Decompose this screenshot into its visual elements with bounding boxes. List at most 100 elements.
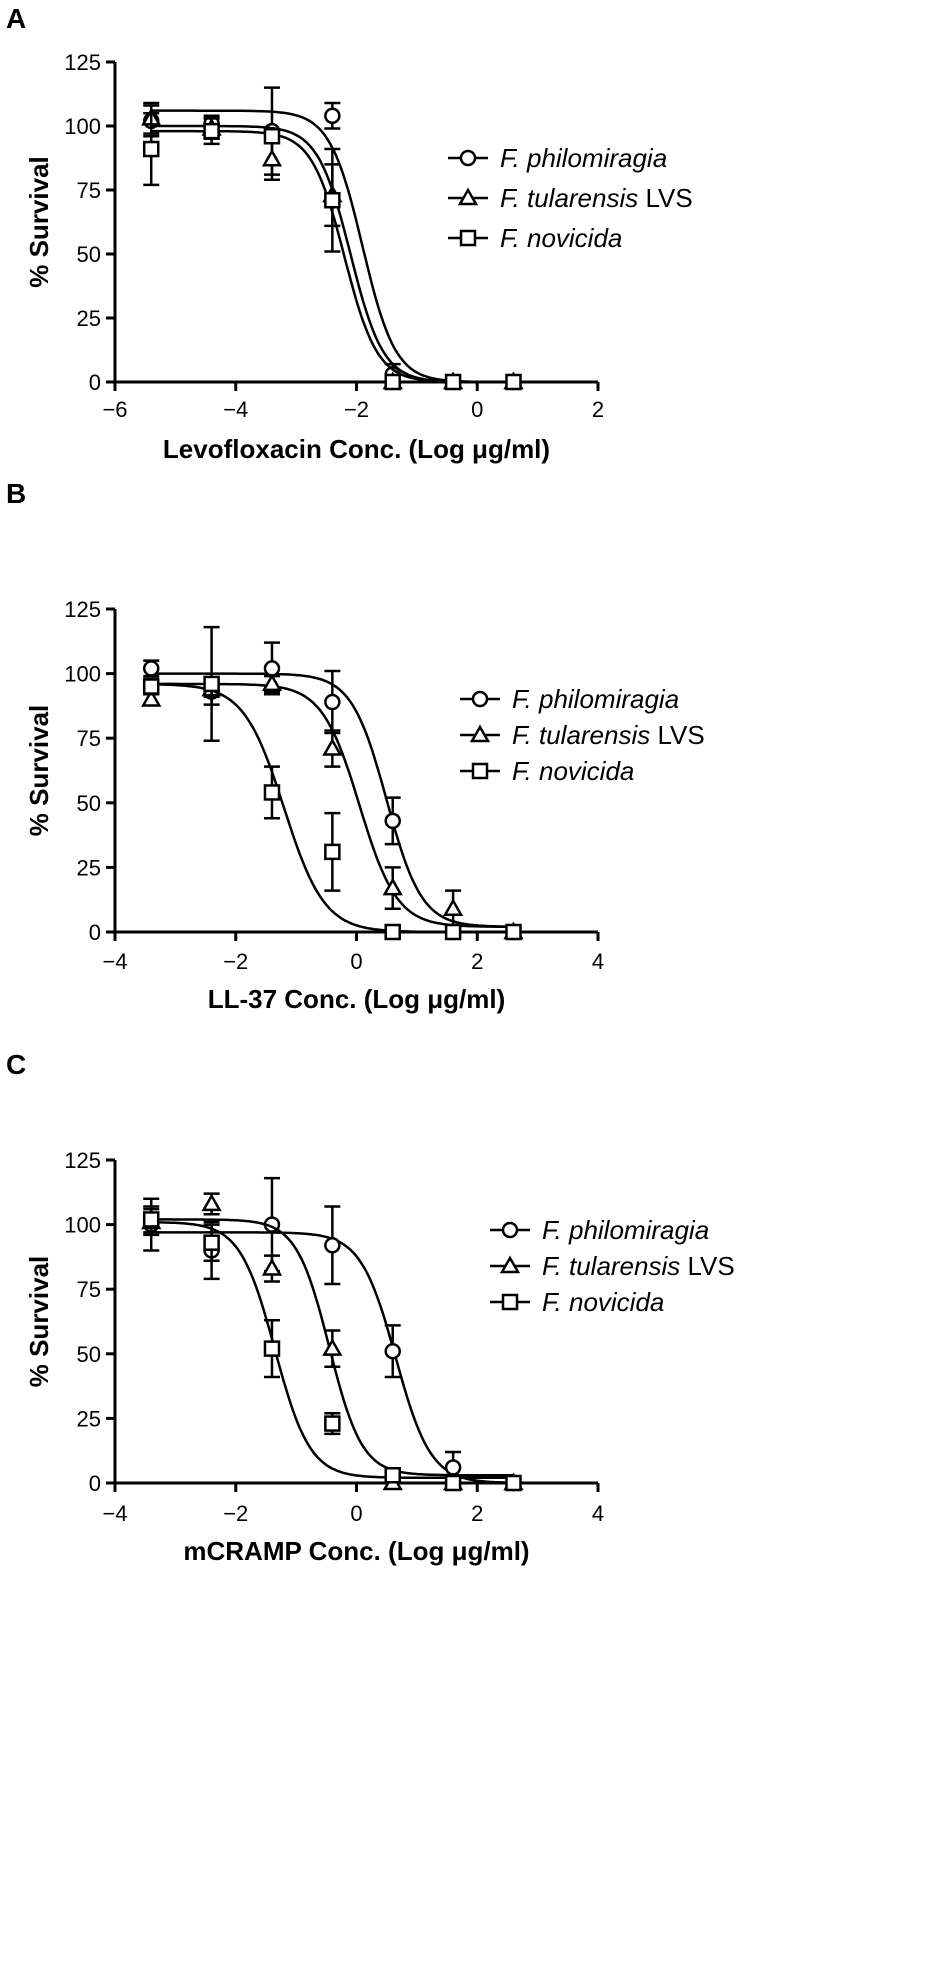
x-tick-label: 4 [592,1501,604,1526]
legend-marker-circle [459,149,477,167]
y-tick-label: 25 [77,1406,101,1431]
x-tick-label: 2 [471,1501,483,1526]
data-point-square [203,675,220,693]
data-point-square [324,1415,341,1432]
legend-marker-square [501,1293,519,1311]
legend-label-italic: F. philomiragia [512,684,679,714]
data-point-square [203,122,220,140]
data-point-triangle [322,738,343,756]
panel-c: C 0 25 50 75 100 125 −4 −2 0 2 4 % Survival mCRAMP Co… [6,1049,735,1566]
x-tick-label: 0 [350,949,362,974]
y-tick-label: 0 [89,1471,101,1496]
data-point-circle [263,660,281,677]
series-square [142,1205,522,1492]
data-point-square [142,1211,160,1228]
data-point-square [505,1474,522,1492]
x-tick-label: −2 [223,949,248,974]
legend-label: F. philomiragia [500,143,667,173]
x-tick-label: −4 [102,949,127,974]
data-point-square [263,127,281,145]
data-point-square [444,923,462,941]
data-point-triangle [382,877,403,896]
data-point-circle [384,812,401,830]
data-point-square [505,373,522,391]
data-point-triangle [261,1258,283,1276]
series-square [142,111,522,391]
legend: F. philomiragia F. tularensis LVS F. novic… [460,684,705,786]
data-point-square [324,191,341,209]
data-point-triangle [442,898,464,916]
data-point-circle [444,1459,462,1476]
x-tick-label: −4 [223,397,248,422]
x-tick-label: −2 [223,1501,248,1526]
legend-label-italic: F. tularensis [542,1251,680,1281]
x-axis-title: Levofloxacin Conc. (Log μg/ml) [163,434,550,464]
data-point-square [505,923,522,941]
data-point-triangle [141,688,162,707]
legend-label-suffix: LVS [680,1251,734,1281]
legend-label-italic: F. novicida [500,223,622,253]
legend-label: F. novicida [500,223,622,253]
legend-label-italic: F. philomiragia [500,143,667,173]
x-tick-label: −4 [102,1501,127,1526]
panel-b: B 0 25 50 75 100 125 −4 −2 0 2 4 % Survival LL-37 Con… [6,478,705,1014]
data-point-circle [324,107,341,125]
legend-marker-triangle [469,724,491,743]
legend-label-italic: F. novicida [542,1287,664,1317]
data-point-square [263,1340,281,1357]
legend-marker-square [471,762,489,780]
y-tick-label: 50 [77,791,101,816]
legend-marker-circle [471,690,489,708]
legend-label: F. philomiragia [542,1215,709,1245]
x-tick-label: 0 [350,1501,362,1526]
legend-marker-circle [501,1221,519,1239]
legend-label-italic: F. tularensis [512,720,650,750]
data-point-square [142,678,160,695]
x-tick-label: 4 [592,949,604,974]
y-tick-label: 0 [89,370,101,395]
panel-letter: C [6,1049,26,1080]
legend-label: F. tularensis LVS [512,720,705,750]
legend-marker-triangle [457,187,479,206]
y-tick-label: 125 [64,1148,101,1173]
legend-label-italic: F. tularensis [500,183,638,213]
data-point-square [384,373,401,391]
legend-label: F. novicida [542,1287,664,1317]
y-axis-title: % Survival [24,1256,54,1388]
y-tick-label: 25 [77,855,101,880]
legend-marker-triangle [499,1255,521,1274]
data-point-square [444,373,462,391]
legend-label: F. tularensis LVS [500,183,693,213]
x-tick-label: −2 [344,397,369,422]
y-tick-label: 100 [64,662,101,687]
y-tick-label: 75 [77,178,101,203]
data-point-square [384,1466,401,1484]
data-point-square [263,784,281,801]
data-point-square [142,140,160,158]
x-axis-title: LL-37 Conc. (Log μg/ml) [208,984,506,1014]
legend-label-suffix: LVS [650,720,704,750]
y-tick-label: 100 [64,114,101,139]
y-tick-label: 100 [64,1213,101,1238]
legend-label: F. tularensis LVS [542,1251,735,1281]
y-tick-label: 75 [77,726,101,751]
x-tick-label: 0 [471,397,483,422]
panel-a: A 0 25 50 75 100 125 −6 −4 −2 0 2 % Survival Levoflox… [6,3,693,464]
legend-label-italic: F. philomiragia [542,1215,709,1245]
y-tick-label: 125 [64,597,101,622]
y-axis-title: % Survival [24,156,54,288]
legend-label-suffix: LVS [638,183,692,213]
panel-letter: A [6,3,26,34]
legend-label-italic: F. novicida [512,756,634,786]
x-axis-title: mCRAMP Conc. (Log μg/ml) [183,1536,529,1566]
data-point-square [203,1234,220,1251]
series-square [142,625,522,941]
legend: F. philomiragia F. tularensis LVS F. novic… [448,143,693,253]
y-tick-label: 50 [77,242,101,267]
x-tick-label: 2 [592,397,604,422]
data-point-square [444,1474,462,1492]
data-point-square [384,923,401,941]
data-point-triangle [322,1338,343,1356]
data-point-circle [384,1342,401,1360]
